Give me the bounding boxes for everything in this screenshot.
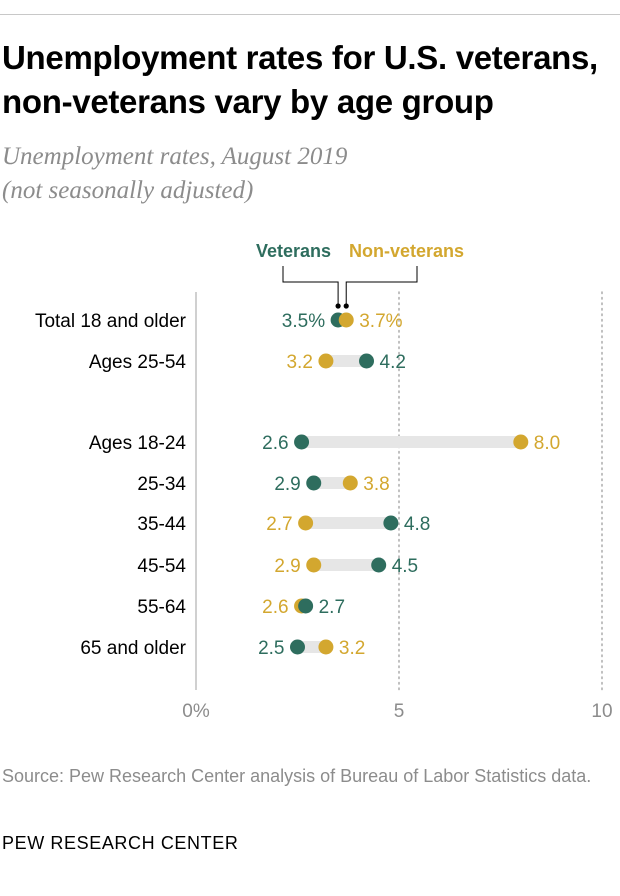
legend-connector-end-non-veterans bbox=[343, 303, 349, 309]
category-label: 25-34 bbox=[137, 474, 186, 495]
non-veterans-value-label: 3.8 bbox=[363, 474, 389, 495]
category-label: Ages 25-54 bbox=[89, 352, 187, 373]
category-label: 35-44 bbox=[137, 514, 186, 535]
veterans-value-label: 2.7 bbox=[319, 597, 345, 618]
veterans-value-label: 4.5 bbox=[392, 556, 418, 577]
veterans-value-label: 2.9 bbox=[274, 474, 300, 495]
subtitle-line-1: Unemployment rates, August 2019 bbox=[2, 143, 348, 170]
non-veterans-value-label: 3.7% bbox=[359, 311, 402, 332]
veterans-point bbox=[294, 434, 310, 450]
non-veterans-point bbox=[513, 434, 529, 450]
legend-connector-veterans bbox=[282, 266, 339, 306]
subtitle-line-2: (not seasonally adjusted) bbox=[2, 177, 254, 204]
veterans-value-label: 4.2 bbox=[380, 352, 406, 373]
dumbbell-chart: 0% 5 10 Total 18 and older 3.5% 3.7% Ages 25-5… bbox=[35, 241, 613, 722]
x-tick-label: 10 bbox=[591, 701, 612, 722]
veterans-point bbox=[383, 515, 399, 531]
non-veterans-point bbox=[338, 312, 354, 328]
legend-non-veterans: Non-veterans bbox=[349, 241, 464, 261]
non-veterans-point bbox=[318, 353, 334, 369]
non-veterans-point bbox=[342, 475, 358, 491]
veterans-value-label: 4.8 bbox=[404, 514, 430, 535]
legend-connector-non-veterans bbox=[345, 266, 418, 306]
veterans-value-label: 3.5% bbox=[282, 311, 325, 332]
non-veterans-value-label: 2.7 bbox=[266, 514, 292, 535]
non-veterans-value-label: 2.6 bbox=[262, 597, 288, 618]
chart-title: Unemployment rates for U.S. veterans, no… bbox=[2, 39, 598, 120]
top-rule bbox=[0, 14, 620, 15]
x-tick-label: 5 bbox=[394, 701, 405, 722]
veterans-point bbox=[306, 475, 322, 491]
category-label: 55-64 bbox=[137, 597, 186, 618]
category-label: Ages 18-24 bbox=[89, 433, 187, 454]
veterans-value-label: 2.5 bbox=[258, 638, 284, 659]
non-veterans-value-label: 3.2 bbox=[339, 638, 365, 659]
non-veterans-point bbox=[306, 557, 322, 573]
category-label: 65 and older bbox=[80, 638, 186, 659]
non-veterans-point bbox=[298, 515, 314, 531]
veterans-point bbox=[298, 598, 314, 614]
source-note: Source: Pew Research Center analysis of … bbox=[2, 766, 592, 786]
category-label: Total 18 and older bbox=[35, 311, 187, 332]
non-veterans-value-label: 2.9 bbox=[274, 556, 300, 577]
veterans-point bbox=[359, 353, 375, 369]
brand-name: PEW RESEARCH CENTER bbox=[2, 833, 239, 853]
legend-connector-end-veterans bbox=[335, 303, 341, 309]
non-veterans-point bbox=[318, 639, 334, 655]
chart-subtitle: Unemployment rates, August 2019 (not seas… bbox=[2, 140, 614, 208]
category-label: 45-54 bbox=[137, 556, 186, 577]
veterans-value-label: 2.6 bbox=[262, 433, 288, 454]
x-tick-label: 0% bbox=[182, 701, 210, 722]
veterans-point bbox=[290, 639, 305, 655]
non-veterans-value-label: 3.2 bbox=[286, 352, 312, 373]
veterans-point bbox=[371, 557, 387, 573]
non-veterans-value-label: 8.0 bbox=[534, 433, 560, 454]
legend-veterans: Veterans bbox=[256, 241, 331, 261]
